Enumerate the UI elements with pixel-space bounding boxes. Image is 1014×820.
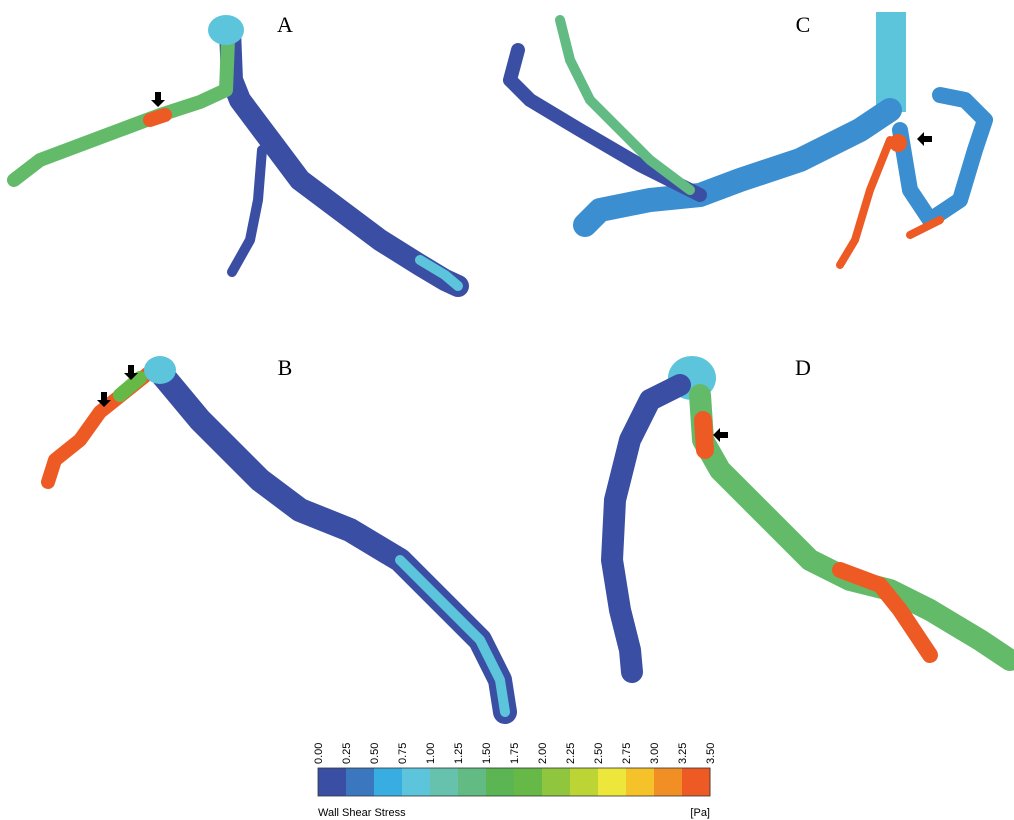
colorbar-tick-label: 2.25 bbox=[565, 743, 577, 764]
colorbar-frame bbox=[317, 767, 711, 797]
colorbar-segment bbox=[570, 768, 599, 796]
colorbar-segment bbox=[346, 768, 375, 796]
colorbar-segment bbox=[486, 768, 515, 796]
vessel-b bbox=[41, 356, 517, 724]
panel-label: A bbox=[277, 12, 293, 37]
colorbar-segment bbox=[318, 768, 347, 796]
colorbar-segment bbox=[598, 768, 627, 796]
panel-label: C bbox=[796, 12, 811, 37]
colorbar-tick-label: 1.50 bbox=[481, 743, 493, 764]
colorbar-tick-label: 3.25 bbox=[677, 743, 689, 764]
colorbar-segment bbox=[654, 768, 683, 796]
colorbar-tick-label: 3.00 bbox=[649, 743, 661, 764]
colorbar-tick-label: 0.00 bbox=[313, 743, 325, 764]
colorbar-tick-label: 0.75 bbox=[397, 743, 409, 764]
colorbar-tick-label: 1.00 bbox=[425, 743, 437, 764]
colorbar-segment bbox=[542, 768, 571, 796]
colorbar-segment bbox=[458, 768, 487, 796]
colorbar-title: Wall Shear Stress bbox=[318, 807, 406, 819]
panel-label: B bbox=[278, 355, 293, 380]
colorbar-segment bbox=[682, 768, 711, 796]
colorbar-tick-label: 0.50 bbox=[369, 743, 381, 764]
colorbar-tick-label: 3.50 bbox=[705, 743, 717, 764]
panel-label: D bbox=[795, 355, 811, 380]
colorbar-tick-label: 1.75 bbox=[509, 743, 521, 764]
colorbar-segment bbox=[626, 768, 655, 796]
vessel-c bbox=[503, 12, 993, 269]
colorbar-tick-label: 0.25 bbox=[341, 743, 353, 764]
colorbar-segment bbox=[514, 768, 543, 796]
colorbar-segment bbox=[402, 768, 431, 796]
colorbar-segment bbox=[374, 768, 403, 796]
colorbar-unit: [Pa] bbox=[690, 807, 710, 819]
vessel-a bbox=[7, 15, 469, 297]
colorbar-segment bbox=[430, 768, 459, 796]
vessel-d bbox=[601, 356, 1014, 683]
colorbar-tick-label: 2.75 bbox=[621, 743, 633, 764]
colorbar-tick-label: 2.50 bbox=[593, 743, 605, 764]
colorbar-tick-label: 2.00 bbox=[537, 743, 549, 764]
arrows bbox=[97, 92, 932, 442]
colorbar-tick-label: 1.25 bbox=[453, 743, 465, 764]
